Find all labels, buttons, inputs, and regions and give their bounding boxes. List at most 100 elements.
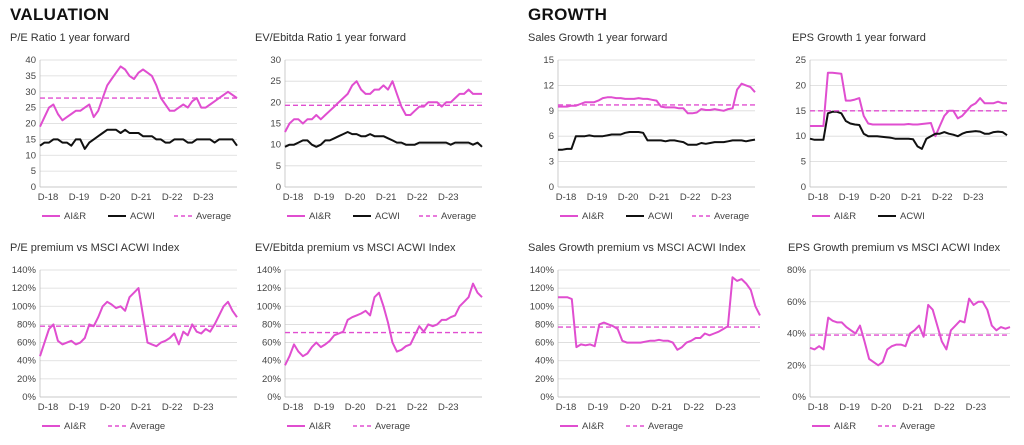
legend-label: Average bbox=[714, 211, 749, 222]
x-tick-label: D-21 bbox=[649, 192, 670, 203]
y-tick-label: 100% bbox=[257, 301, 282, 312]
series-line-ai-r bbox=[39, 287, 238, 357]
x-tick-label: D-23 bbox=[715, 402, 736, 413]
x-tick-label: D-19 bbox=[839, 402, 860, 413]
y-tick-label: 15 bbox=[795, 106, 806, 117]
chart-title: Sales Growth 1 year forward bbox=[528, 32, 668, 44]
y-tick-label: 30 bbox=[25, 87, 36, 98]
x-tick-label: D-18 bbox=[38, 192, 59, 203]
x-tick-label: D-21 bbox=[376, 192, 397, 203]
x-tick-label: D-21 bbox=[131, 402, 152, 413]
y-tick-label: 35 bbox=[25, 71, 36, 82]
x-tick-label: D-23 bbox=[438, 192, 459, 203]
x-tick-label: D-20 bbox=[100, 402, 121, 413]
panel-sales: Sales Growth 1 year forward 0 3 6 9 12 15 D-18… bbox=[528, 32, 763, 232]
y-tick-label: 60% bbox=[787, 297, 807, 308]
chart-eps-premium: 0% 20% 40% 60% 80% D-18 D-19 D-20 D-21 D-22 D-23 AI… bbox=[787, 265, 1011, 432]
legend-label: AI&R bbox=[309, 211, 331, 222]
y-tick-label: 0 bbox=[276, 182, 281, 193]
x-tick-label: D-20 bbox=[618, 192, 639, 203]
legend-label: Average bbox=[648, 421, 683, 432]
y-tick-label: 60% bbox=[262, 338, 282, 349]
y-tick-label: 100% bbox=[12, 301, 37, 312]
chart-pe: 0 5 10 15 20 25 30 35 40 D-18 D-19 D-20 D-21 D-22 D-23… bbox=[25, 55, 238, 222]
x-tick-label: D-23 bbox=[711, 192, 732, 203]
legend-label: AI&R bbox=[64, 211, 86, 222]
y-tick-label: 5 bbox=[801, 157, 806, 168]
y-tick-label: 140% bbox=[530, 265, 555, 276]
x-tick-label: D-18 bbox=[283, 192, 304, 203]
legend-label: Average bbox=[196, 211, 231, 222]
x-tick-label: D-22 bbox=[932, 192, 953, 203]
x-tick-label: D-21 bbox=[901, 192, 922, 203]
y-tick-label: 60% bbox=[535, 338, 555, 349]
chart-ev: 0 5 10 15 20 25 30 D-18 D-19 D-20 D-21 D-22 D-23 AI&R… bbox=[270, 55, 483, 222]
y-tick-label: 100% bbox=[530, 301, 555, 312]
legend-label: AI&R bbox=[582, 211, 604, 222]
x-tick-label: D-19 bbox=[69, 402, 90, 413]
y-tick-label: 80% bbox=[262, 319, 282, 330]
y-tick-label: 5 bbox=[276, 161, 281, 172]
x-tick-label: D-19 bbox=[839, 192, 860, 203]
y-tick-label: 80% bbox=[535, 319, 555, 330]
y-tick-label: 20 bbox=[795, 80, 806, 91]
legend-label: AI&R bbox=[834, 421, 856, 432]
y-tick-label: 20 bbox=[270, 97, 281, 108]
panel-eps-premium: EPS Growth premium vs MSCI ACWI Index 0%… bbox=[780, 242, 1018, 442]
y-tick-label: 0% bbox=[267, 392, 281, 403]
chart-title: Sales Growth premium vs MSCI ACWI Index bbox=[528, 242, 746, 254]
y-tick-label: 3 bbox=[549, 157, 554, 168]
x-tick-label: D-18 bbox=[556, 192, 577, 203]
y-tick-label: 40 bbox=[25, 55, 36, 66]
x-tick-label: D-19 bbox=[314, 192, 335, 203]
chart-title: P/E Ratio 1 year forward bbox=[10, 32, 130, 44]
legend-label: AI&R bbox=[309, 421, 331, 432]
x-tick-label: D-19 bbox=[69, 192, 90, 203]
x-tick-label: D-18 bbox=[808, 192, 829, 203]
x-tick-label: D-23 bbox=[438, 402, 459, 413]
y-tick-label: 15 bbox=[270, 119, 281, 130]
legend-label: Average bbox=[375, 421, 410, 432]
y-tick-label: 0 bbox=[549, 182, 554, 193]
x-tick-label: D-22 bbox=[680, 192, 701, 203]
y-tick-label: 120% bbox=[530, 283, 555, 294]
series-line-ai-r bbox=[39, 65, 238, 128]
y-tick-label: 0% bbox=[22, 392, 36, 403]
legend-label: ACWI bbox=[375, 211, 400, 222]
x-tick-label: D-22 bbox=[683, 402, 704, 413]
y-tick-label: 5 bbox=[31, 166, 36, 177]
y-tick-label: 0% bbox=[540, 392, 554, 403]
y-tick-label: 15 bbox=[543, 55, 554, 66]
panel-eps: EPS Growth 1 year forward 0 5 10 15 20 25 D-18… bbox=[780, 32, 1015, 232]
legend-label: AI&R bbox=[834, 211, 856, 222]
y-tick-label: 6 bbox=[549, 131, 554, 142]
x-tick-label: D-23 bbox=[963, 192, 984, 203]
chart-pe-premium: 0% 20% 40% 60% 80% 100% 120% 140% D-18 D-19 D-20 D-… bbox=[12, 265, 238, 432]
x-tick-label: D-18 bbox=[808, 402, 829, 413]
x-tick-label: D-19 bbox=[588, 402, 609, 413]
y-tick-label: 40% bbox=[787, 329, 807, 340]
x-tick-label: D-23 bbox=[193, 192, 214, 203]
legend-label: ACWI bbox=[648, 211, 673, 222]
x-tick-label: D-22 bbox=[407, 402, 428, 413]
x-tick-label: D-20 bbox=[100, 192, 121, 203]
y-tick-label: 120% bbox=[257, 283, 282, 294]
y-tick-label: 40% bbox=[535, 356, 555, 367]
y-tick-label: 20% bbox=[262, 374, 282, 385]
chart-ev-premium: 0% 20% 40% 60% 80% 100% 120% 140% D-18 D-19 D-20 D-… bbox=[257, 265, 483, 432]
x-tick-label: D-22 bbox=[162, 192, 183, 203]
y-tick-label: 40% bbox=[262, 356, 282, 367]
chart-title: EV/Ebitda Ratio 1 year forward bbox=[255, 32, 407, 44]
y-tick-label: 15 bbox=[25, 134, 36, 145]
x-tick-label: D-20 bbox=[345, 192, 366, 203]
x-tick-label: D-20 bbox=[620, 402, 641, 413]
y-tick-label: 30 bbox=[270, 55, 281, 66]
y-tick-label: 120% bbox=[12, 283, 37, 294]
y-tick-label: 25 bbox=[795, 55, 806, 66]
x-tick-label: D-21 bbox=[131, 192, 152, 203]
legend-label: Average bbox=[900, 421, 935, 432]
legend-label: ACWI bbox=[130, 211, 155, 222]
y-tick-label: 80% bbox=[787, 265, 807, 276]
x-tick-label: D-18 bbox=[556, 402, 577, 413]
x-tick-label: D-22 bbox=[934, 402, 955, 413]
